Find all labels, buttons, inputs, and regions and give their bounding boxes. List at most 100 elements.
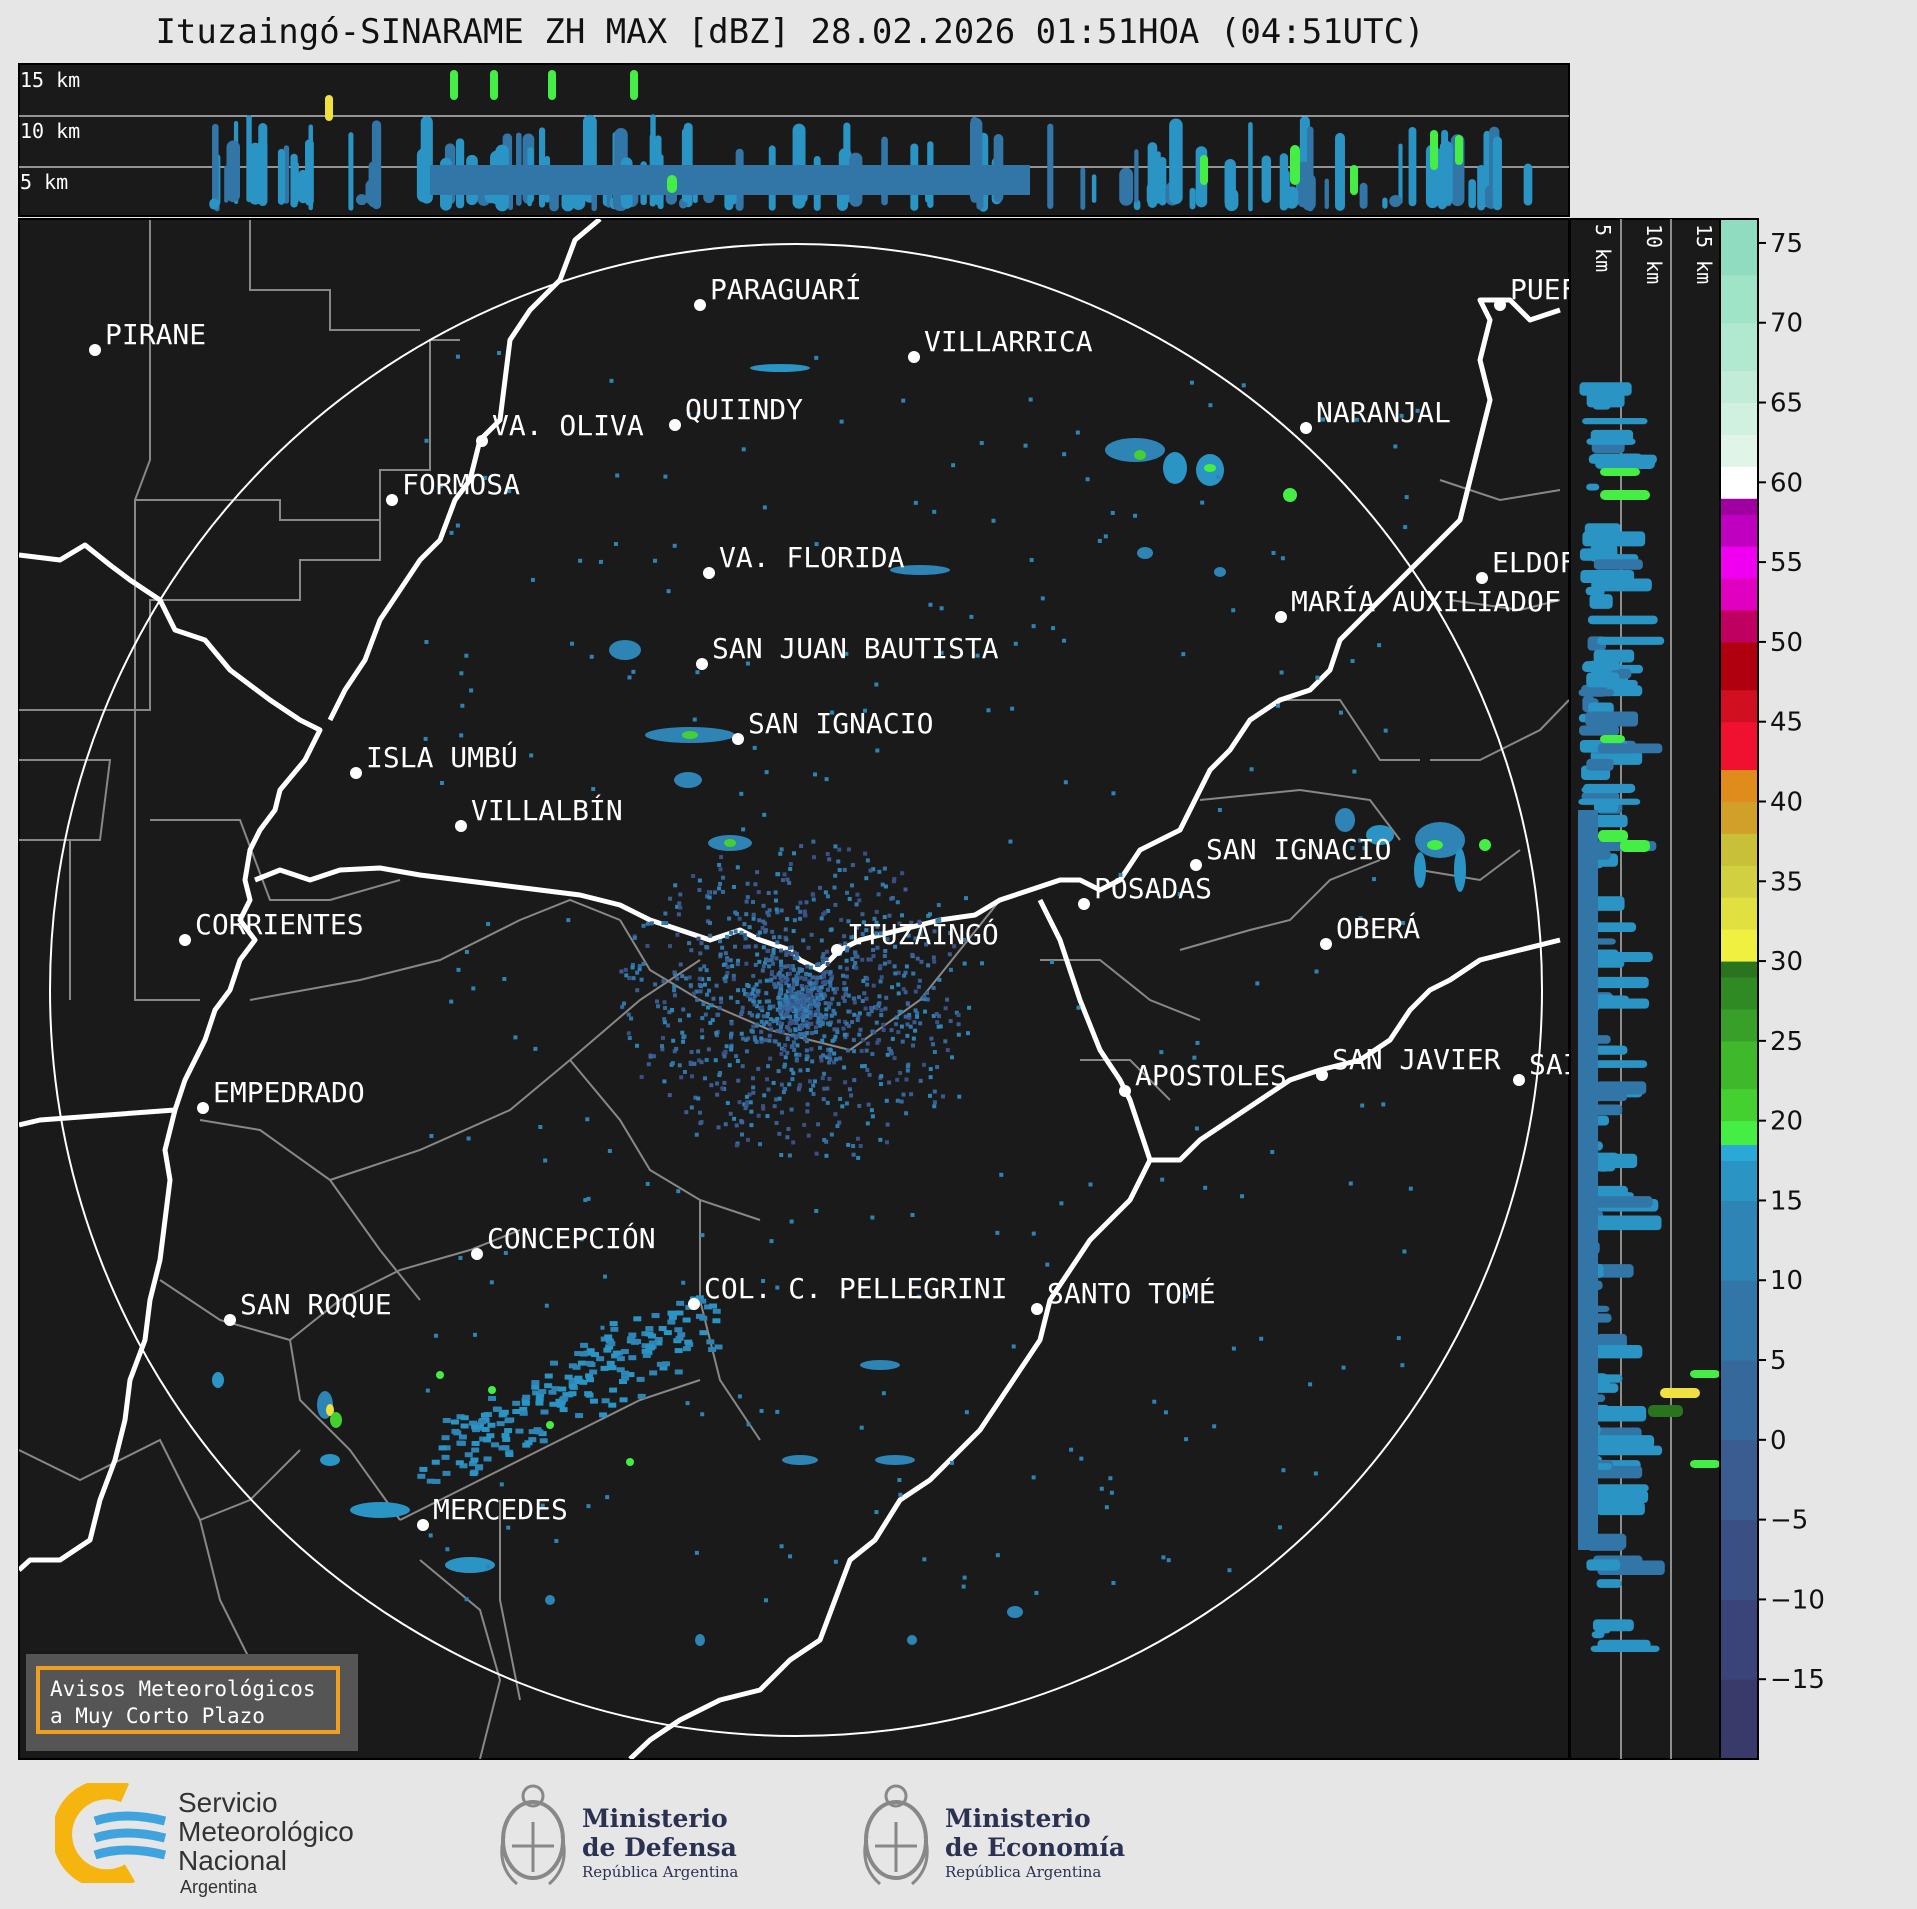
top-echo-core	[630, 70, 638, 100]
clutter-pixel	[864, 1048, 869, 1053]
top-echo-column	[305, 139, 314, 206]
warning-box[interactable]: Avisos Meteorológicos a Muy Corto Plazo	[26, 1654, 358, 1751]
echo-speckle	[1062, 638, 1067, 643]
clutter-pixel	[807, 1000, 812, 1005]
clutter-pixel	[664, 921, 669, 926]
clutter-pixel	[787, 1153, 792, 1158]
echo-cell	[486, 1433, 495, 1439]
clutter-pixel	[798, 900, 803, 905]
echo-speckle	[957, 1094, 962, 1099]
clutter-pixel	[743, 992, 748, 997]
clutter-pixel	[929, 1036, 934, 1041]
clutter-pixel	[703, 1076, 708, 1081]
clutter-pixel	[718, 939, 723, 944]
clutter-pixel	[760, 968, 765, 973]
city-label: VILLALBÍN	[471, 793, 623, 827]
echo-speckle	[615, 473, 620, 478]
echo-cell	[431, 1459, 440, 1465]
echo-cell	[568, 1383, 577, 1389]
echo-cell	[616, 1356, 625, 1362]
clutter-pixel	[766, 891, 771, 896]
echo-cell	[441, 1454, 450, 1460]
clutter-pixel	[809, 1031, 814, 1036]
clutter-pixel	[870, 1052, 875, 1057]
clutter-pixel	[846, 847, 851, 852]
clutter-pixel	[755, 952, 760, 957]
colorbar-band	[1720, 1280, 1758, 1361]
echo-speckle	[746, 1422, 751, 1427]
clutter-pixel	[787, 1021, 792, 1026]
top-echo-column	[1285, 186, 1299, 209]
clutter-pixel	[751, 1090, 756, 1095]
clutter-pixel	[777, 1009, 782, 1014]
colorbar-tick-label: 50	[1770, 628, 1803, 658]
clutter-pixel	[832, 1051, 837, 1056]
colorbar-band	[1720, 1144, 1758, 1162]
echo-speckle	[598, 559, 603, 564]
top-echo-column	[1335, 132, 1345, 211]
clutter-pixel	[768, 1056, 773, 1061]
echo-speckle	[570, 641, 575, 646]
clutter-pixel	[810, 892, 815, 897]
echo-speckle	[1415, 408, 1420, 413]
clutter-pixel	[769, 957, 774, 962]
clutter-pixel	[706, 890, 711, 895]
echo-speckle	[1362, 846, 1367, 851]
clutter-pixel	[805, 989, 810, 994]
echo-cell	[562, 1392, 571, 1398]
clutter-pixel	[931, 1013, 936, 1018]
clutter-pixel	[801, 1011, 806, 1016]
echo-speckle	[1111, 1580, 1116, 1585]
clutter-pixel	[754, 1004, 759, 1009]
clutter-pixel	[798, 909, 803, 914]
echo-speckle	[533, 1046, 538, 1051]
clutter-pixel	[807, 972, 812, 977]
clutter-pixel	[811, 855, 816, 860]
clutter-pixel	[785, 1001, 790, 1006]
warning-button[interactable]: Avisos Meteorológicos a Muy Corto Plazo	[36, 1666, 340, 1734]
clutter-pixel	[865, 1068, 870, 1073]
clutter-pixel	[734, 1054, 739, 1059]
echo-speckle	[1255, 981, 1260, 986]
economia-seal-icon	[863, 1784, 929, 1886]
top-echo-column	[283, 145, 290, 204]
clutter-pixel	[805, 1054, 810, 1059]
top-echo-column	[1134, 149, 1139, 203]
clutter-pixel	[842, 998, 847, 1003]
echo-cell	[658, 1326, 667, 1332]
clutter-pixel	[805, 1102, 810, 1107]
clutter-pixel	[838, 1096, 843, 1101]
clutter-pixel	[853, 950, 858, 955]
echo-blob	[1134, 450, 1146, 460]
clutter-pixel	[945, 997, 950, 1002]
echo-speckle	[814, 355, 819, 360]
echo-speckle	[1271, 550, 1276, 555]
clutter-pixel	[788, 1028, 793, 1033]
clutter-pixel	[790, 1020, 795, 1025]
clutter-pixel	[700, 977, 705, 982]
echo-speckle	[741, 447, 746, 452]
city-marker	[197, 1102, 209, 1114]
colorbar-tick-label: 30	[1770, 947, 1803, 977]
echo-cell	[558, 1386, 567, 1392]
colorbar	[1720, 219, 1758, 1760]
echo-cell	[659, 1365, 668, 1371]
top-echo-column	[420, 116, 433, 204]
echo-cell	[500, 1409, 509, 1415]
colorbar-band	[1720, 801, 1758, 834]
echo-cell	[600, 1365, 609, 1371]
echo-speckle	[645, 1181, 650, 1186]
echo-speckle	[583, 1198, 588, 1203]
echo-speckle	[1045, 1262, 1050, 1267]
clutter-pixel	[883, 884, 888, 889]
echo-speckle	[856, 1155, 861, 1160]
clutter-pixel	[842, 934, 847, 939]
echo-cell	[712, 1308, 721, 1314]
echo-speckle	[423, 736, 428, 741]
echo-cell	[456, 1440, 465, 1446]
clutter-pixel	[817, 885, 822, 890]
colorbar-tick-label: 70	[1770, 309, 1803, 339]
clutter-pixel	[782, 997, 787, 1002]
clutter-pixel	[785, 1014, 790, 1019]
clutter-pixel	[903, 887, 908, 892]
